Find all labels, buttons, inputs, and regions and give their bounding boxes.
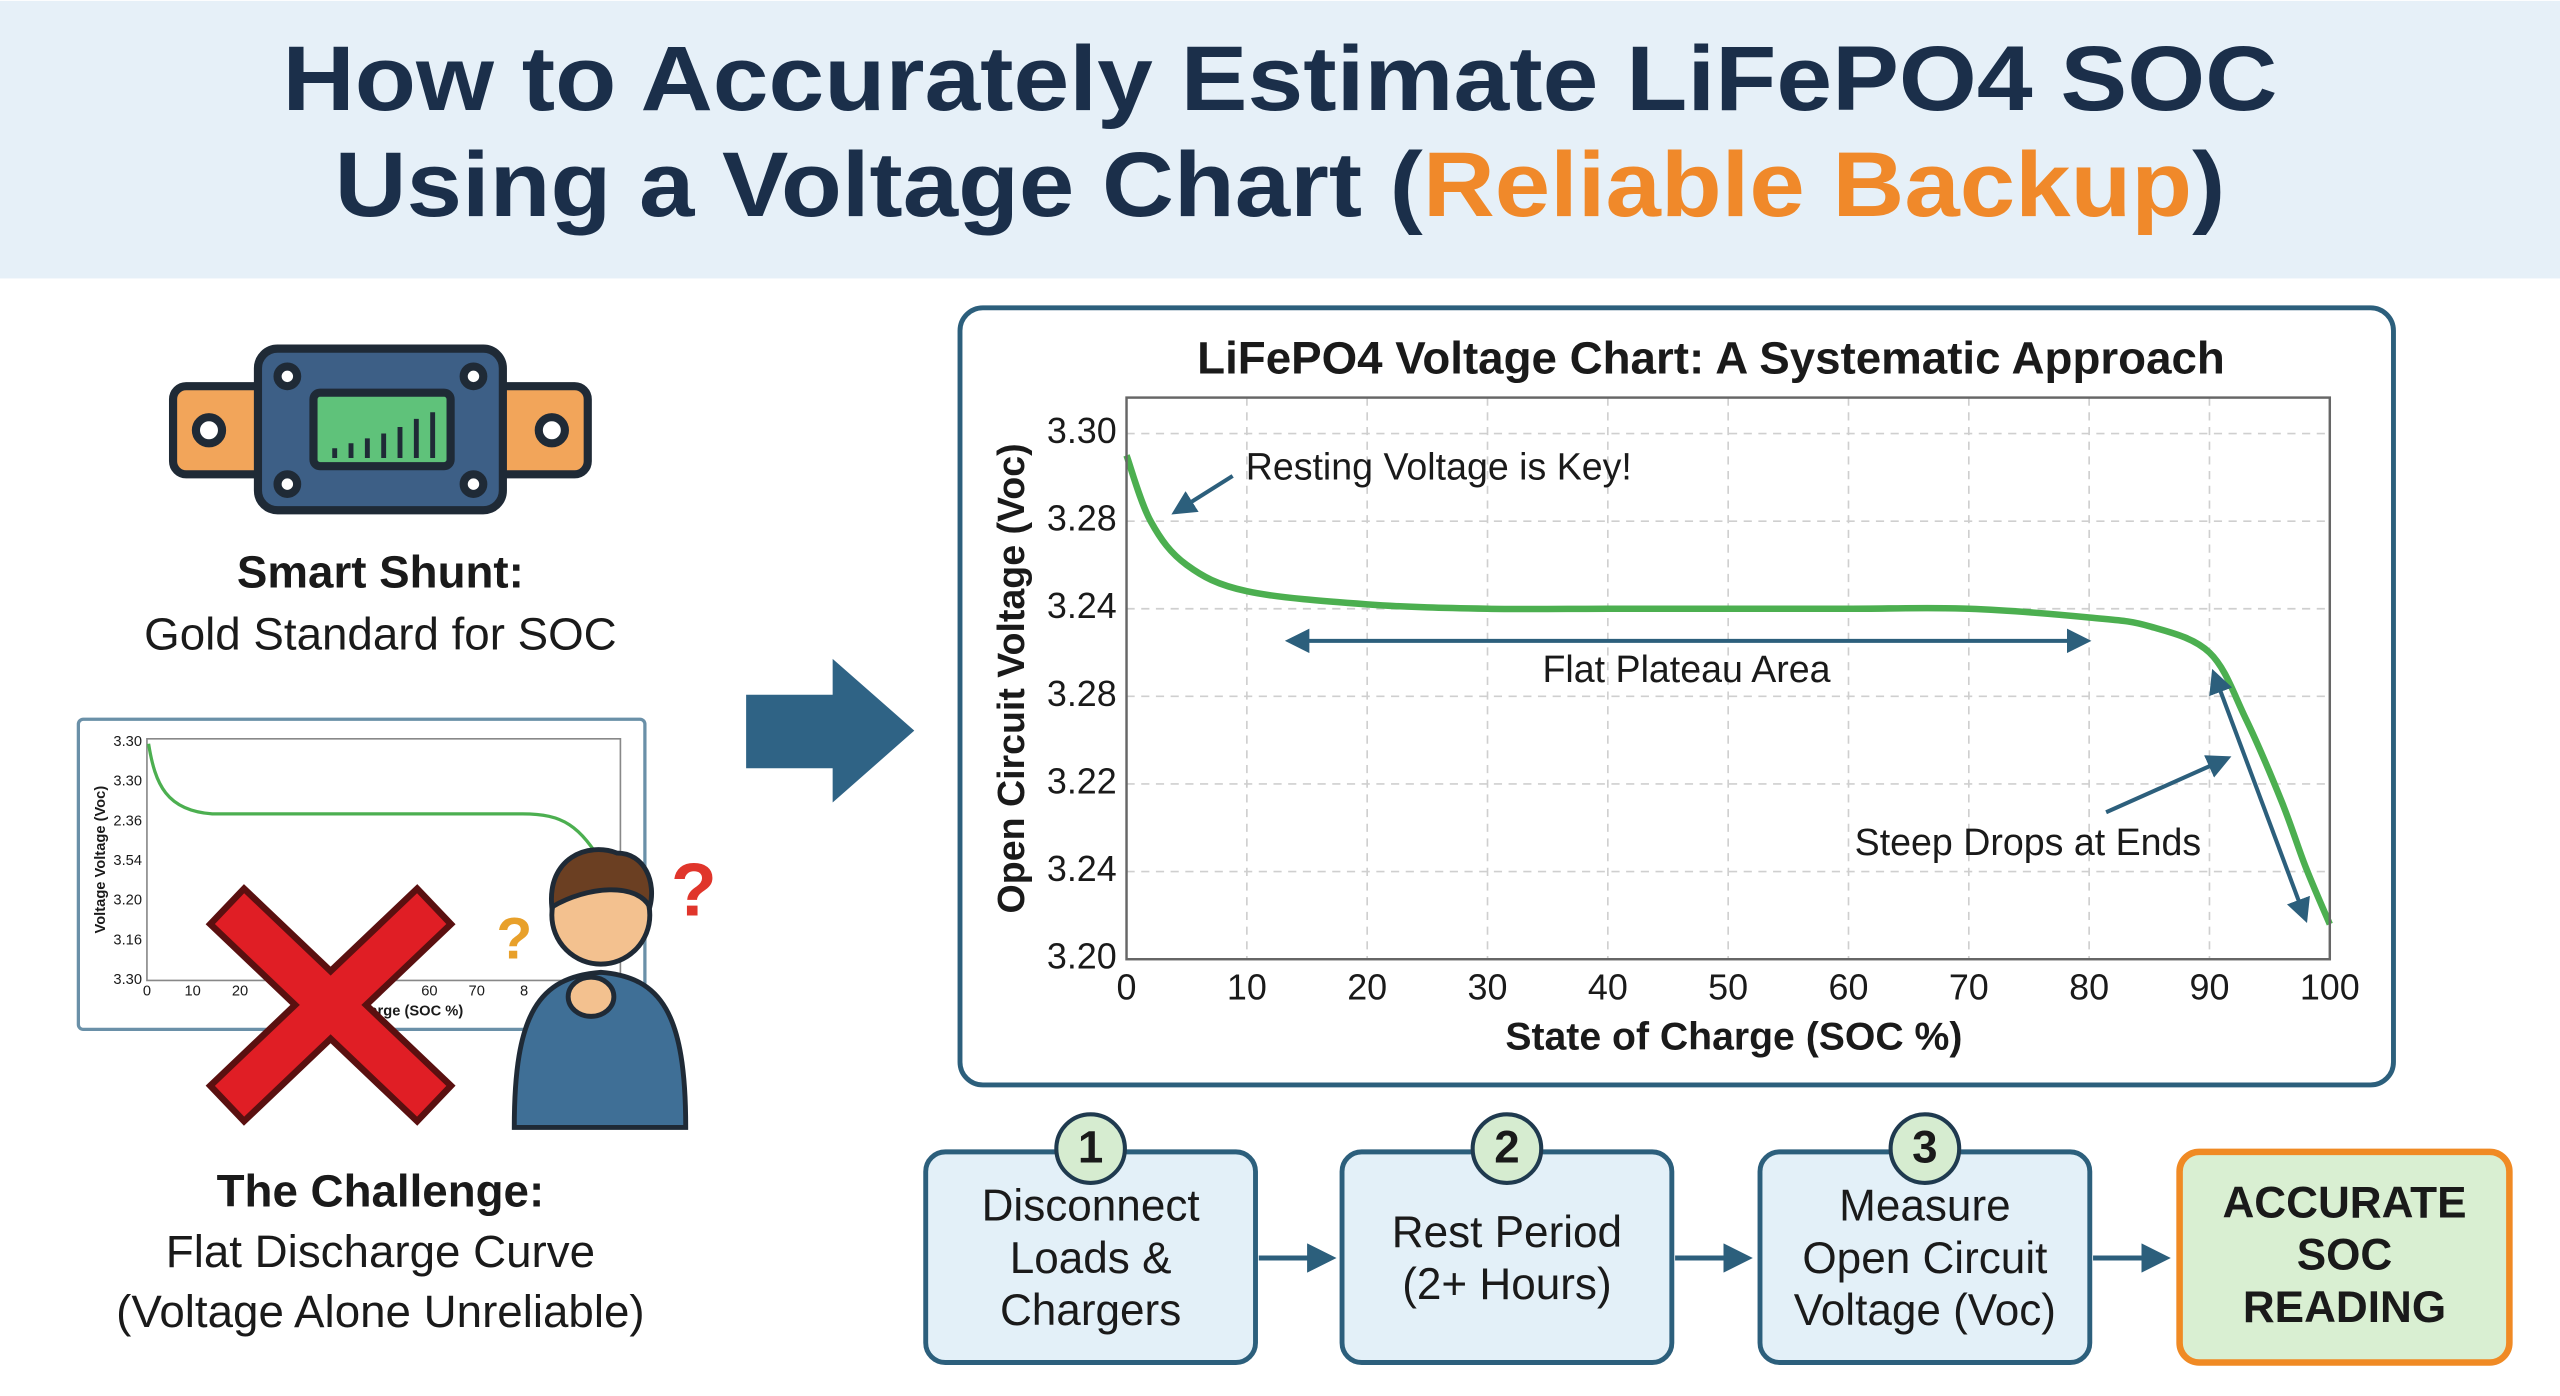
step-text: Disconnect	[982, 1182, 1200, 1231]
step-text: Rest Period	[1392, 1208, 1622, 1257]
title-part: Using a Voltage Chart (	[335, 134, 1424, 236]
thumb-x-tick: 20	[232, 984, 248, 1000]
chart-title: LiFePO4 Voltage Chart: A Systematic Appr…	[1197, 333, 2225, 384]
plot: 3.20 3.24 3.22 3.28 3.24 3.28 3.30 0 10 20 30 40 50 6…	[1047, 397, 2360, 1008]
step-badge	[1054, 1112, 1127, 1185]
x-tick-label: 60	[1829, 967, 1869, 1008]
thumb-x-label: arge (SOC %)	[369, 1003, 463, 1019]
header-band	[0, 0, 2560, 279]
shunt-text: Gold Standard for SOC	[144, 609, 616, 660]
step-badge	[1470, 1112, 1544, 1185]
question-mark: ?	[496, 906, 532, 971]
step-number: 1	[1078, 1121, 1103, 1172]
result-text: READING	[2243, 1283, 2446, 1332]
challenge-line: Flat Discharge Curve	[166, 1226, 595, 1277]
x-axis-label: State of Charge (SOC %)	[1505, 1016, 1962, 1059]
title-highlight: Reliable Backup	[1423, 134, 2192, 236]
challenge-line: (Voltage Alone Unreliable)	[116, 1286, 644, 1337]
step-text: Voltage (Voc)	[1794, 1286, 2056, 1335]
thumb-y-tick: 3.30	[113, 774, 142, 790]
challenge-title: The Challenge:	[217, 1165, 545, 1216]
annotation-arrow	[2105, 755, 2232, 815]
step-text: Loads &	[1010, 1234, 1172, 1283]
step-text: Measure	[1839, 1182, 2011, 1231]
confused-person	[511, 847, 689, 1130]
thumbnail-curve	[146, 743, 606, 868]
thumb-x-tick: 0	[143, 984, 151, 1000]
y-tick-label: 3.28	[1047, 673, 1117, 714]
title-line2: Using a Voltage Chart (Reliable Backup)	[335, 134, 2226, 236]
x-tick-label: 0	[1117, 967, 1137, 1008]
x-tick-label: 50	[1708, 967, 1748, 1008]
thumb-x-tick: 60	[421, 984, 437, 1000]
y-tick-label: 3.22	[1047, 760, 1117, 801]
thumb-y-label: Voltage Voltage (Voc)	[93, 786, 109, 934]
title-part: )	[2192, 134, 2225, 236]
y-tick-label: 3.24	[1047, 848, 1117, 889]
thumb-x-tick: 10	[184, 984, 200, 1000]
thumb-y-tick: 3.30	[113, 734, 142, 750]
x-tick-label: 20	[1347, 967, 1387, 1008]
thumb-y-tick: 3.16	[113, 932, 142, 948]
step-number: 3	[1912, 1121, 1937, 1172]
thumb-y-tick: 3.54	[113, 853, 142, 869]
thumb-y-tick: 2.36	[113, 813, 142, 829]
x-tick-label: 100	[2300, 967, 2360, 1008]
y-tick-label: 3.30	[1047, 410, 1117, 451]
thumb-y-tick: 3.20	[113, 893, 142, 909]
x-tick-label: 70	[1949, 967, 1989, 1008]
flow-arrow	[746, 658, 915, 803]
title-line1: How to Accurately Estimate LiFePO4 SOC	[282, 28, 2277, 130]
x-tick-label: 40	[1588, 967, 1628, 1008]
result-box	[2176, 1148, 2513, 1366]
step-number: 2	[1494, 1121, 1519, 1172]
plot-frame	[1125, 396, 2332, 961]
y-axis-label: Open Circuit Voltage (Voc)	[990, 443, 1032, 913]
x-tick-label: 10	[1227, 967, 1267, 1008]
question-mark: ?	[671, 847, 717, 931]
step-text: Open Circuit	[1802, 1234, 2047, 1283]
thumb-y-tick: 3.30	[113, 972, 142, 988]
annotation: Flat Plateau Area	[1543, 648, 1831, 690]
thumb-x-tick: 70	[469, 984, 485, 1000]
annotation-arrow	[2209, 668, 2310, 923]
thumb-x-tick: 8	[520, 984, 528, 1000]
step-text: Chargers	[1000, 1286, 1181, 1335]
red-x	[205, 884, 456, 1126]
annotation: Resting Voltage is Key!	[1246, 445, 1632, 487]
x-tick-label: 30	[1468, 967, 1508, 1008]
thumbnail-labels: 3.303.302.363.543.203.163.300 10 20 60 70 8ar…	[93, 734, 528, 1019]
result-text: ACCURATE	[2222, 1178, 2466, 1227]
shunt-title: Smart Shunt:	[237, 547, 524, 598]
annotation-arrow	[1171, 474, 1234, 515]
shunt-icon	[168, 344, 592, 515]
result-text: SOC	[2297, 1231, 2393, 1280]
y-tick-label: 3.24	[1047, 585, 1117, 626]
annotation: Steep Drops at Ends	[1855, 821, 2201, 863]
x-tick-label: 80	[2069, 967, 2109, 1008]
x-tick-label: 90	[2189, 967, 2229, 1008]
step-text: (2+ Hours)	[1402, 1260, 1611, 1309]
y-tick-label: 3.20	[1047, 936, 1117, 977]
y-tick-label: 3.28	[1047, 498, 1117, 539]
step-badge	[1888, 1112, 1962, 1185]
